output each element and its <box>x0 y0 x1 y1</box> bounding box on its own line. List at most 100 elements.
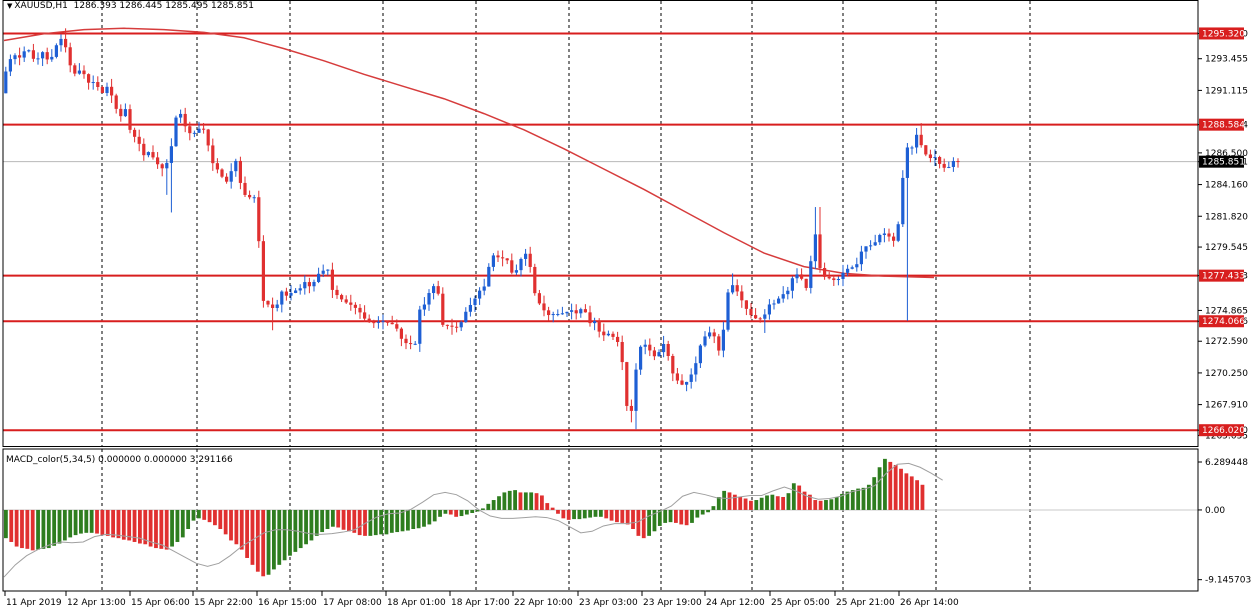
time-tick-label-4: 16 Apr 15:00 <box>258 598 317 608</box>
ma-line <box>3 27 935 279</box>
candle-body-54 <box>252 197 256 199</box>
macd-bar-0 <box>4 509 8 539</box>
candle-body-90 <box>418 309 422 344</box>
macd-bar-15 <box>84 509 89 533</box>
level-badge-label-1: 1288.584 <box>1202 121 1245 131</box>
macd-histogram <box>3 458 943 578</box>
candle-body-46 <box>215 163 219 170</box>
candle-body-178 <box>823 267 827 277</box>
macd-bar-3 <box>20 509 24 549</box>
macd-bar-68 <box>368 509 373 536</box>
macd-bar-58 <box>314 509 319 536</box>
candle-body-180 <box>832 278 836 281</box>
candle-body-172 <box>795 274 799 279</box>
candle-body-151 <box>698 345 702 364</box>
candle-body-103 <box>478 290 482 299</box>
macd-bar-92 <box>497 496 501 510</box>
macd-bar-74 <box>400 509 405 532</box>
macd-bar-13 <box>73 509 78 536</box>
macd-bar-112 <box>604 509 609 519</box>
candle-body-161 <box>744 300 748 309</box>
macd-bar-2 <box>14 509 19 547</box>
candle-body-84 <box>390 322 394 325</box>
candle-body-76 <box>353 304 357 308</box>
collapse-triangle-icon[interactable]: ▼ <box>7 2 13 10</box>
time-tick-label-5: 17 Apr 08:00 <box>323 598 382 608</box>
candle-body-176 <box>813 234 817 262</box>
candle-body-61 <box>284 291 288 296</box>
price-tick-label-6: 1284.160 <box>1205 181 1248 191</box>
macd-bar-105 <box>566 509 571 520</box>
macd-bar-138 <box>743 498 748 510</box>
candle-body-105 <box>487 266 491 287</box>
candle-body-6 <box>31 50 35 59</box>
macd-bar-65 <box>352 509 357 533</box>
candle-body-88 <box>409 343 413 345</box>
macd-bar-66 <box>357 509 362 536</box>
macd-bar-91 <box>491 500 496 510</box>
time-tick-label-3: 15 Apr 22:00 <box>194 598 253 608</box>
candle-body-59 <box>275 304 279 308</box>
macd-bar-130 <box>700 509 705 515</box>
candle-body-134 <box>620 341 624 363</box>
macd-bar-45 <box>245 509 249 558</box>
macd-bar-22 <box>121 509 126 540</box>
time-tick-label-10: 23 Apr 19:00 <box>643 598 702 608</box>
candle-body-186 <box>859 251 863 265</box>
macd-bar-28 <box>154 509 158 549</box>
candle-body-173 <box>800 274 804 279</box>
macd-bar-90 <box>486 503 491 510</box>
macd-bar-8 <box>46 509 51 549</box>
candle-body-98 <box>455 326 459 328</box>
macd-tick-label-2: -9.145703 <box>1205 576 1251 586</box>
macd-bar-166 <box>893 464 898 510</box>
price-tick-label-1: 1293.455 <box>1205 55 1248 65</box>
macd-bar-70 <box>379 509 383 535</box>
candles <box>4 28 960 430</box>
candle-body-66 <box>307 282 311 287</box>
macd-bar-103 <box>556 509 560 514</box>
macd-bar-171 <box>920 484 925 510</box>
candle-body-43 <box>202 128 206 130</box>
macd-bar-53 <box>288 509 292 556</box>
macd-bar-162 <box>872 477 877 510</box>
macd-bar-150 <box>808 494 812 510</box>
candle-body-26 <box>123 109 127 117</box>
macd-bar-25 <box>138 509 142 544</box>
macd-bar-126 <box>679 509 684 525</box>
candle-body-122 <box>565 311 569 314</box>
candle-body-36 <box>169 146 173 163</box>
macd-bar-30 <box>164 509 169 550</box>
macd-bar-20 <box>111 509 115 538</box>
candle-body-7 <box>36 58 40 60</box>
candle-body-163 <box>754 315 758 319</box>
macd-bar-69 <box>373 509 378 536</box>
macd-bar-59 <box>320 509 325 533</box>
macd-bar-88 <box>475 509 480 512</box>
macd-bar-78 <box>422 509 426 527</box>
candle-body-95 <box>441 293 445 325</box>
candle-body-9 <box>45 52 49 60</box>
candle-body-129 <box>597 321 601 332</box>
horizontal-levels[interactable] <box>3 32 1198 432</box>
macd-bar-35 <box>191 509 196 521</box>
candle-body-120 <box>556 314 560 316</box>
time-tick-label-9: 23 Apr 03:00 <box>579 598 638 608</box>
candle-body-111 <box>514 270 518 273</box>
macd-bar-142 <box>765 495 769 510</box>
level-badge-label-0: 1295.320 <box>1202 29 1245 39</box>
macd-tick-label-1: 0.00 <box>1205 506 1225 516</box>
time-axis[interactable]: 11 Apr 2019 12 Apr 13:00 15 Apr 06:00 15 Ap… <box>4 591 959 608</box>
candle-body-188 <box>869 245 873 247</box>
price-axis[interactable]: 1295.320 1293.455 1291.115 1288.584 1286.500… <box>1198 29 1251 586</box>
candle-body-62 <box>289 292 293 296</box>
candle-body-159 <box>735 285 739 292</box>
macd-bar-46 <box>250 509 255 565</box>
macd-bar-140 <box>754 500 759 510</box>
candle-body-24 <box>114 95 118 109</box>
macd-bar-50 <box>272 509 276 570</box>
macd-bar-6 <box>36 509 40 550</box>
macd-bar-124 <box>668 509 673 523</box>
macd-tick-label-0: 6.289448 <box>1205 458 1248 468</box>
